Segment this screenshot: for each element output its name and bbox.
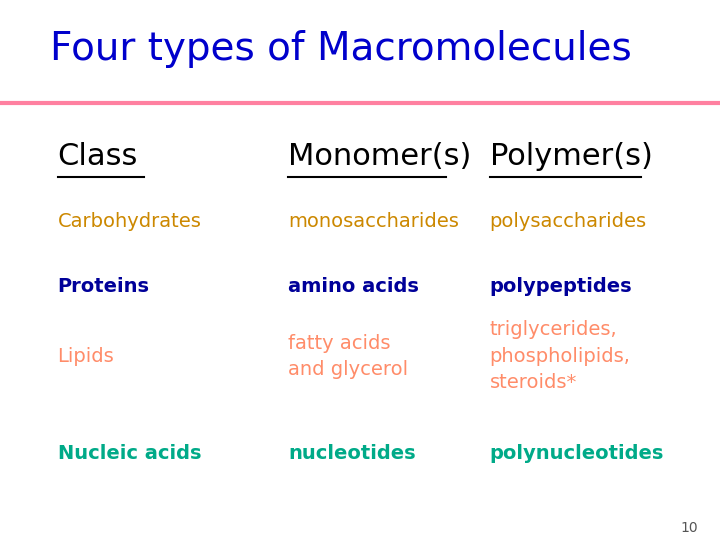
Text: 10: 10 bbox=[681, 521, 698, 535]
Text: Nucleic acids: Nucleic acids bbox=[58, 444, 201, 463]
Text: Lipids: Lipids bbox=[58, 347, 114, 366]
Text: Class: Class bbox=[58, 142, 138, 171]
Text: monosaccharides: monosaccharides bbox=[288, 212, 459, 231]
Text: Proteins: Proteins bbox=[58, 276, 150, 296]
Text: polynucleotides: polynucleotides bbox=[490, 444, 664, 463]
Text: triglycerides,
phospholipids,
steroids*: triglycerides, phospholipids, steroids* bbox=[490, 320, 631, 393]
Text: Carbohydrates: Carbohydrates bbox=[58, 212, 202, 231]
Text: Four types of Macromolecules: Four types of Macromolecules bbox=[50, 30, 632, 68]
Text: nucleotides: nucleotides bbox=[288, 444, 415, 463]
Text: Monomer(s): Monomer(s) bbox=[288, 142, 472, 171]
Text: amino acids: amino acids bbox=[288, 276, 419, 296]
Text: fatty acids
and glycerol: fatty acids and glycerol bbox=[288, 334, 408, 379]
Text: Polymer(s): Polymer(s) bbox=[490, 142, 652, 171]
Text: polypeptides: polypeptides bbox=[490, 276, 632, 296]
Text: polysaccharides: polysaccharides bbox=[490, 212, 647, 231]
